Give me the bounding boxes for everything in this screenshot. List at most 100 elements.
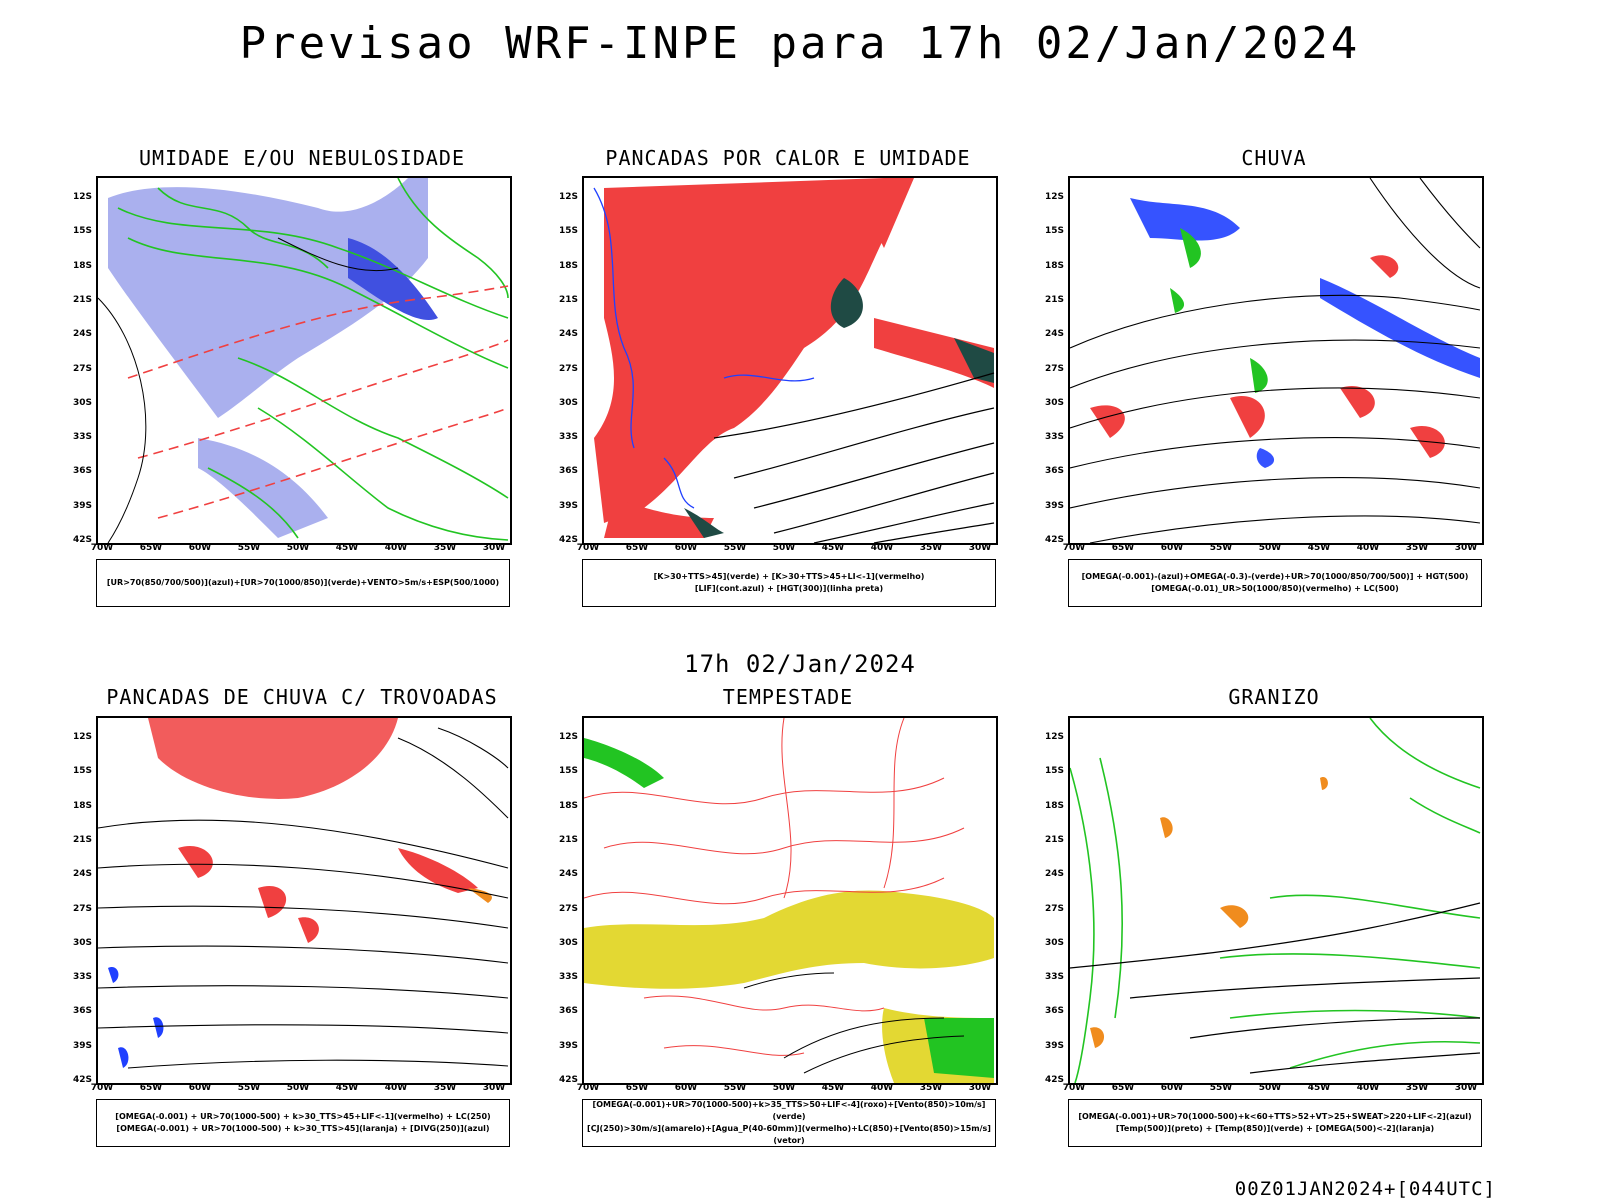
- lon-tick-label: 60W: [674, 543, 698, 553]
- lat-tick-label: 42S: [1044, 535, 1064, 545]
- panel-title-tempestade: TEMPESTADE: [722, 685, 854, 709]
- lon-tick-label: 55W: [723, 543, 747, 553]
- lon-tick-label: 60W: [188, 543, 212, 553]
- lat-tick-label: 30S: [1044, 937, 1064, 948]
- lat-tick-label: 42S: [72, 535, 92, 545]
- legend-line: [OMEGA(-0.001)+UR>70(1000-500)+k<60+TTS>…: [1078, 1112, 1472, 1121]
- lat-tick-label: 27S: [1044, 903, 1064, 914]
- lat-tick-label: 21S: [1044, 834, 1064, 845]
- lat-tick-label: 12S: [1044, 192, 1064, 202]
- lat-tick-label: 12S: [558, 192, 578, 202]
- lon-tick-label: 40W: [1356, 543, 1380, 553]
- lat-tick-label: 27S: [558, 903, 578, 914]
- lat-tick-label: 21S: [558, 834, 578, 845]
- lat-tick-label: 15S: [558, 766, 578, 777]
- lat-tick-label: 39S: [1044, 500, 1064, 511]
- lat-tick-label: 27S: [558, 363, 578, 374]
- lat-tick-label: 39S: [72, 500, 92, 511]
- lat-tick-label: 18S: [558, 800, 578, 811]
- lon-tick-label: 65W: [625, 543, 649, 553]
- lat-tick-label: 42S: [558, 1075, 578, 1085]
- lat-tick-label: 24S: [1044, 869, 1064, 880]
- lat-tick-label: 12S: [558, 732, 578, 742]
- legend-line: [OMEGA(-0.001) + UR>70(1000-500) + k>30_…: [115, 1112, 491, 1121]
- panel-title-umidade: UMIDADE E/OU NEBULOSIDADE: [138, 146, 466, 170]
- lon-tick-label: 50W: [772, 543, 796, 553]
- lon-tick-label: 60W: [188, 1083, 212, 1093]
- lat-tick-label: 39S: [72, 1040, 92, 1051]
- legend-pancadas-calor: [K>30+TTS>45](verde) + [K>30+TTS>45+LI<-…: [582, 559, 996, 607]
- lat-tick-label: 21S: [558, 294, 578, 305]
- lon-tick-label: 50W: [1258, 543, 1282, 553]
- lat-tick-label: 12S: [72, 192, 92, 202]
- legend-line: [UR>70(850/700/500)](azul)+[UR>70(1000/8…: [106, 578, 500, 587]
- lon-tick-label: 55W: [237, 1083, 261, 1093]
- lon-tick-label: 70W: [1062, 1083, 1086, 1093]
- lat-tick-label: 15S: [1044, 766, 1064, 777]
- lon-tick-label: 60W: [1160, 1083, 1184, 1093]
- legend-line: [OMEGA(-0.001)+UR>70(1000-500)+k>35_TTS>…: [592, 1100, 986, 1121]
- map-umidade: [96, 176, 512, 545]
- lon-tick-label: 45W: [821, 1083, 845, 1093]
- legend-line: [LIF](cont.azul) + [HGT(300)](linha pret…: [694, 584, 884, 593]
- panel-title-pancadas-calor: PANCADAS POR CALOR E UMIDADE: [605, 146, 971, 170]
- lat-tick-label: 18S: [72, 800, 92, 811]
- lat-tick-label: 24S: [558, 869, 578, 880]
- lon-tick-label: 45W: [1307, 543, 1331, 553]
- lon-tick-label: 30W: [1454, 1083, 1478, 1093]
- legend-granizo: [OMEGA(-0.001)+UR>70(1000-500)+k<60+TTS>…: [1068, 1099, 1482, 1147]
- lon-tick-label: 50W: [286, 1083, 310, 1093]
- lon-tick-label: 35W: [1405, 543, 1429, 553]
- lat-tick-label: 30S: [1044, 397, 1064, 408]
- lat-tick-label: 24S: [72, 329, 92, 340]
- lon-tick-label: 60W: [1160, 543, 1184, 553]
- lon-tick-label: 30W: [482, 1083, 506, 1093]
- lat-tick-label: 15S: [72, 766, 92, 777]
- lon-tick-label: 45W: [821, 543, 845, 553]
- lon-tick-label: 35W: [1405, 1083, 1429, 1093]
- lon-tick-label: 35W: [433, 1083, 457, 1093]
- lon-tick-label: 55W: [723, 1083, 747, 1093]
- lat-tick-label: 36S: [558, 1006, 578, 1017]
- lat-tick-label: 42S: [72, 1075, 92, 1085]
- lon-tick-label: 65W: [625, 1083, 649, 1093]
- lon-tick-label: 65W: [139, 1083, 163, 1093]
- map-chuva: [1068, 176, 1484, 545]
- lon-tick-label: 65W: [1111, 543, 1135, 553]
- lat-tick-label: 18S: [1044, 800, 1064, 811]
- lon-tick-label: 70W: [576, 1083, 600, 1093]
- legend-trovoadas: [OMEGA(-0.001) + UR>70(1000-500) + k>30_…: [96, 1099, 510, 1147]
- lat-tick-label: 18S: [558, 260, 578, 271]
- legend-line: [K>30+TTS>45](verde) + [K>30+TTS>45+LI<-…: [653, 572, 925, 581]
- lat-tick-label: 33S: [72, 972, 92, 983]
- lon-tick-label: 55W: [1209, 1083, 1233, 1093]
- legend-line: [Temp(500)](preto) + [Temp(850)](verde) …: [1115, 1124, 1435, 1133]
- lon-tick-label: 40W: [384, 543, 408, 553]
- lon-tick-label: 30W: [1454, 543, 1478, 553]
- lat-tick-label: 18S: [72, 260, 92, 271]
- lat-tick-label: 15S: [558, 226, 578, 237]
- lon-tick-label: 30W: [968, 543, 992, 553]
- legend-umidade: [UR>70(850/700/500)](azul)+[UR>70(1000/8…: [96, 559, 510, 607]
- lat-tick-label: 21S: [72, 294, 92, 305]
- legend-line: [OMEGA(-0.001)-(azul)+OMEGA(-0.3)-(verde…: [1081, 572, 1469, 581]
- lat-tick-label: 12S: [72, 732, 92, 742]
- lat-tick-label: 33S: [558, 432, 578, 443]
- lon-tick-label: 45W: [1307, 1083, 1331, 1093]
- lat-tick-label: 21S: [1044, 294, 1064, 305]
- lon-tick-label: 45W: [335, 1083, 359, 1093]
- lon-tick-label: 35W: [919, 1083, 943, 1093]
- lat-tick-label: 24S: [1044, 329, 1064, 340]
- panel-title-granizo: GRANIZO: [1228, 685, 1320, 709]
- lon-tick-label: 60W: [674, 1083, 698, 1093]
- main-title: Previsao WRF-INPE para 17h 02/Jan/2024: [239, 18, 1361, 69]
- lon-tick-label: 70W: [1062, 543, 1086, 553]
- lat-tick-label: 36S: [1044, 1006, 1064, 1017]
- map-pancadas-calor: [582, 176, 998, 545]
- lon-tick-label: 50W: [772, 1083, 796, 1093]
- lat-tick-label: 27S: [1044, 363, 1064, 374]
- lon-tick-label: 45W: [335, 543, 359, 553]
- lon-tick-label: 55W: [1209, 543, 1233, 553]
- secondary-title: 17h 02/Jan/2024: [684, 650, 916, 678]
- lat-tick-label: 39S: [558, 500, 578, 511]
